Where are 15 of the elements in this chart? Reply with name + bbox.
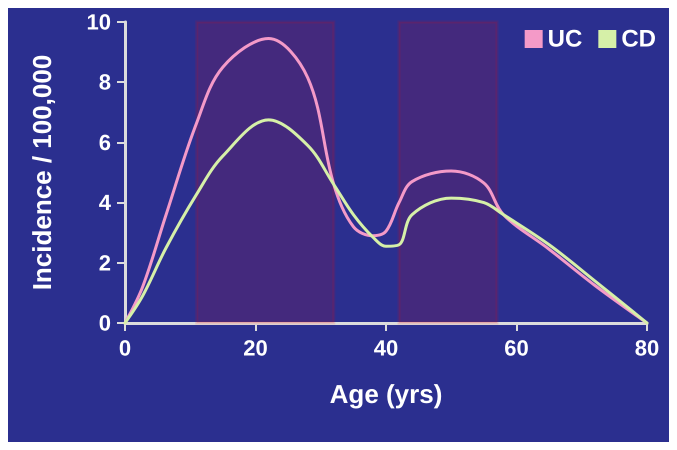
y-tick-label: 0 — [98, 310, 111, 336]
x-tick-label: 0 — [118, 336, 132, 360]
legend-label: CD — [621, 26, 656, 52]
legend-label: UC — [548, 26, 582, 52]
y-axis-title: Incidence / 100,000 — [27, 54, 57, 290]
x-tick-label: 20 — [243, 336, 268, 360]
x-tick-label: 60 — [504, 336, 529, 360]
x-axis-title: Age (yrs) — [330, 379, 442, 409]
y-tick-label: 4 — [98, 190, 112, 216]
y-tick-label: 6 — [98, 130, 111, 155]
y-tick-label: 8 — [98, 70, 111, 95]
x-tick-label: 40 — [374, 336, 398, 360]
y-tick-label: 2 — [98, 250, 111, 276]
x-tick-label: 80 — [634, 336, 660, 360]
y-tick-label: 10 — [86, 10, 111, 34]
